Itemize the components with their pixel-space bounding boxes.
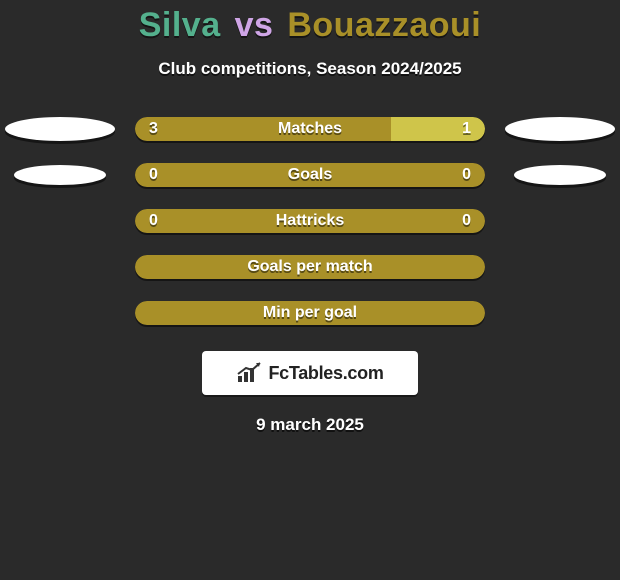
side-left <box>5 117 115 141</box>
ellipse-icon <box>5 117 115 141</box>
logo: FcTables.com <box>202 351 418 395</box>
comparison-card: Silva vs Bouazzaoui Club competitions, S… <box>0 0 620 580</box>
vs-text: vs <box>235 6 274 44</box>
left-value: 0 <box>149 209 158 233</box>
side-right <box>505 165 615 185</box>
bar-full <box>135 209 485 233</box>
stat-row-min-per-goal: Min per goal <box>0 301 620 325</box>
subtitle: Club competitions, Season 2024/2025 <box>0 59 620 79</box>
title: Silva vs Bouazzaoui <box>0 6 620 45</box>
right-value: 0 <box>462 163 471 187</box>
chart-up-icon <box>236 362 262 384</box>
ellipse-icon <box>514 165 606 185</box>
right-value: 0 <box>462 209 471 233</box>
player1-name: Silva <box>139 6 221 44</box>
bar-shell: Goals per match <box>135 255 485 279</box>
side-left <box>5 165 115 185</box>
bar-full <box>135 255 485 279</box>
stat-rows: 3 1 Matches 0 0 Goals 0 0 Hatt <box>0 117 620 325</box>
ellipse-icon <box>14 165 106 185</box>
bar-full <box>135 163 485 187</box>
left-value: 3 <box>149 117 158 141</box>
bar-full <box>135 301 485 325</box>
bar-left <box>135 117 391 141</box>
side-right <box>505 117 615 141</box>
player2-name: Bouazzaoui <box>287 6 481 44</box>
bar-shell: 0 0 Hattricks <box>135 209 485 233</box>
date: 9 march 2025 <box>0 415 620 435</box>
logo-text: FcTables.com <box>268 363 383 384</box>
ellipse-icon <box>505 117 615 141</box>
stat-row-hattricks: 0 0 Hattricks <box>0 209 620 233</box>
left-value: 0 <box>149 163 158 187</box>
stat-row-goals-per-match: Goals per match <box>0 255 620 279</box>
stat-row-matches: 3 1 Matches <box>0 117 620 141</box>
bar-shell: 3 1 Matches <box>135 117 485 141</box>
stat-row-goals: 0 0 Goals <box>0 163 620 187</box>
right-value: 1 <box>462 117 471 141</box>
bar-shell: Min per goal <box>135 301 485 325</box>
bar-shell: 0 0 Goals <box>135 163 485 187</box>
